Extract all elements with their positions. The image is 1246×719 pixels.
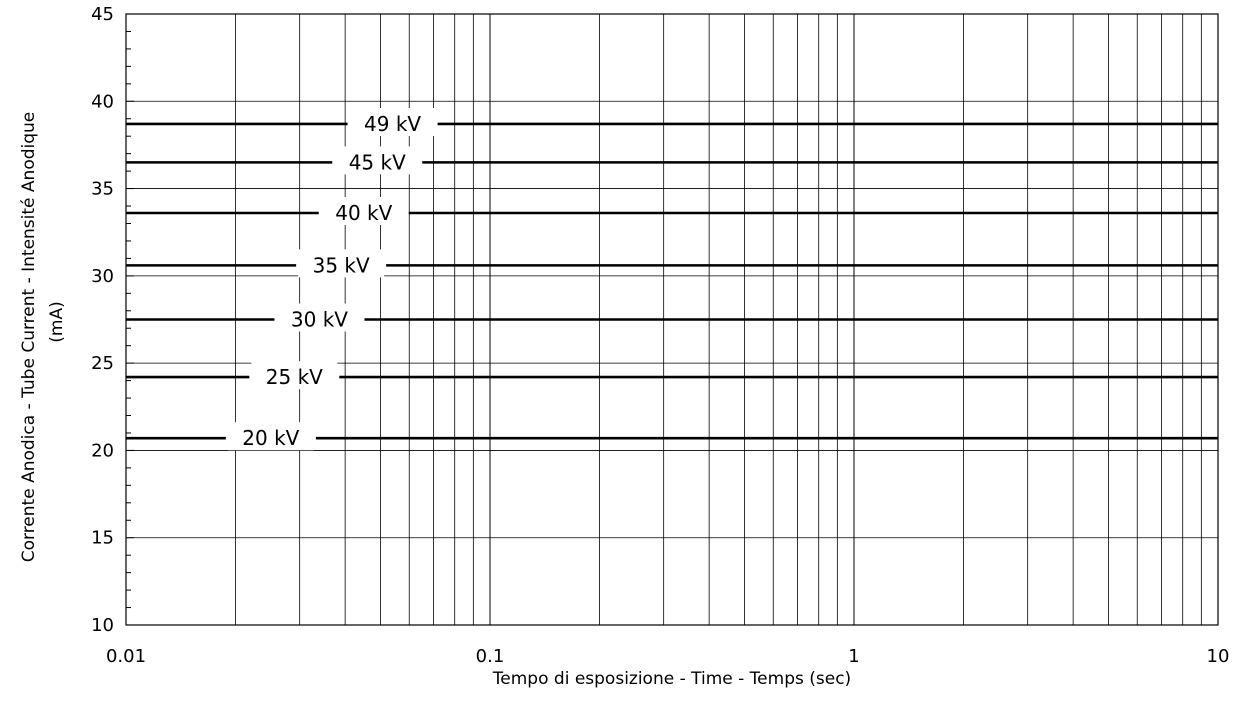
y-axis-title-line1: Corrente Anodica - Tube Current - Intens… — [19, 112, 39, 563]
x-axis-title: Tempo di esposizione - Time - Temps (sec… — [492, 669, 851, 689]
y-tick-label: 40 — [91, 91, 114, 112]
series-label: 35 kV — [313, 253, 370, 277]
series-group: 20 kV 25 kV 30 kV 35 kV 40 kV 45 kV 49 kV — [126, 107, 1218, 451]
x-tick-label: 1 — [848, 646, 859, 667]
series-label: 40 kV — [335, 201, 392, 225]
series-label-bg — [276, 303, 363, 332]
y-tick-label: 30 — [91, 266, 114, 287]
series-label-bg — [334, 146, 421, 175]
tick-labels: 10 15 20 25 30 35 40 45 0.01 0.1 1 10 — [91, 4, 1229, 667]
series-label: 20 kV — [242, 426, 299, 450]
y-tick-label: 25 — [91, 353, 114, 374]
y-tick-label: 10 — [91, 615, 114, 636]
x-tick-label: 10 — [1207, 646, 1230, 667]
y-tick-label: 20 — [91, 440, 114, 461]
x-tick-label: 0.01 — [106, 646, 146, 667]
series-label: 25 kV — [266, 365, 323, 389]
y-tick-label: 35 — [91, 179, 114, 200]
series-label-bg — [349, 107, 436, 136]
y-tick-label: 15 — [91, 528, 114, 549]
series-label-bg — [251, 361, 338, 390]
ticks — [126, 13, 134, 626]
series-label-bg — [298, 249, 385, 278]
series-label: 45 kV — [349, 150, 406, 174]
series-label: 49 kV — [364, 112, 421, 136]
plot-frame — [125, 13, 1219, 626]
x-tick-label: 0.1 — [476, 646, 505, 667]
series-label: 30 kV — [291, 308, 348, 332]
y-tick-label: 45 — [91, 4, 114, 25]
series-label-bg — [227, 422, 314, 451]
series-label-bg — [320, 197, 407, 226]
y-axis-title-line2: (mA) — [47, 301, 67, 342]
